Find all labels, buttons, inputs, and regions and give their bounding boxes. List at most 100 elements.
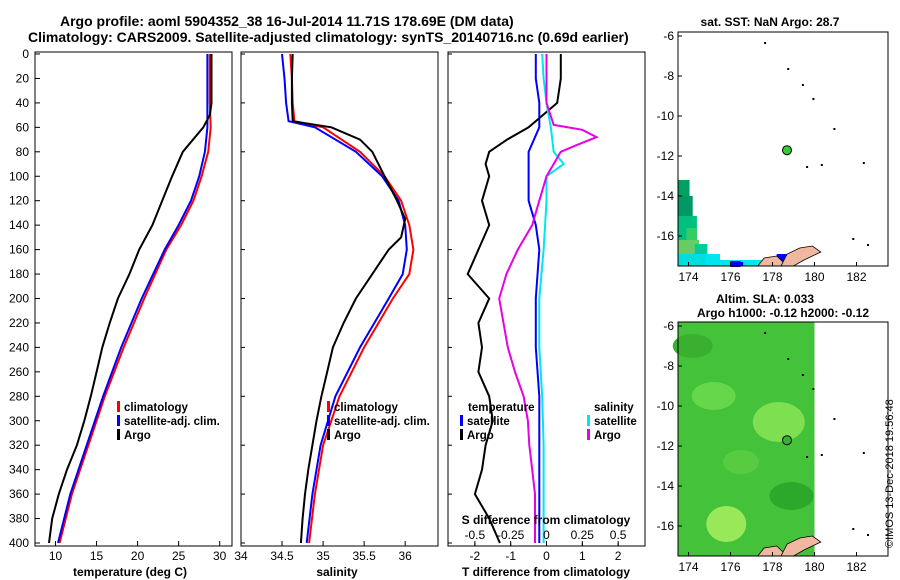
salinity-plot bbox=[281, 53, 415, 544]
salinity-axes bbox=[240, 51, 439, 547]
series-line-argo bbox=[290, 53, 407, 544]
island-dot bbox=[806, 166, 809, 168]
y-tick-label: 40 bbox=[16, 96, 30, 110]
island-dot bbox=[806, 456, 809, 458]
series-line-climatology bbox=[289, 53, 415, 544]
island-dot bbox=[833, 418, 836, 420]
legend-swatch-satellite bbox=[327, 415, 330, 426]
y-tick-label: 320 bbox=[9, 438, 29, 452]
x-tick-label: 1 bbox=[579, 549, 586, 563]
island-dot bbox=[820, 164, 823, 166]
y-tick-label: 180 bbox=[9, 267, 29, 281]
sla-blob bbox=[769, 482, 814, 510]
x-top-tick-label: -0.5 bbox=[465, 528, 486, 542]
legend-title-salinity: salinity bbox=[594, 402, 634, 414]
island-dot bbox=[812, 98, 815, 100]
altimetry-map-subtitle: Argo h1000: -0.12 h2000: -0.12 bbox=[697, 306, 869, 320]
title-line-1: Argo profile: aoml 5904352_38 16-Jul-201… bbox=[60, 13, 514, 29]
y-tick-label: 400 bbox=[9, 536, 29, 550]
sst-map-panel: sat. SST: NaN Argo: 28.7 174 176 178 180 182… bbox=[657, 15, 889, 284]
map-x-tick-label: 176 bbox=[720, 270, 740, 284]
altimetry-map-panel: Altim. SLA: 0.033 Argo h1000: -0.12 h200… bbox=[657, 292, 889, 574]
island-dot bbox=[852, 528, 855, 530]
legend-swatch-argo bbox=[327, 429, 330, 440]
s-difference-xlabel: S difference from climatology bbox=[462, 513, 631, 527]
salinity-x-ticks: 34 34.5 35 35.5 36 bbox=[234, 53, 412, 563]
map-y-tick-label: -10 bbox=[657, 109, 675, 123]
x-tick-label: 0 bbox=[543, 549, 550, 563]
island-dot bbox=[787, 358, 790, 360]
series-line-argo bbox=[48, 54, 213, 544]
series-line-climatology bbox=[58, 54, 212, 544]
y-tick-label: 100 bbox=[9, 169, 29, 183]
map-y-tick-label: -10 bbox=[657, 399, 675, 413]
sla-blob bbox=[752, 402, 805, 442]
difference-panel: -2 -1 0 1 2 -0.5 -0.25 0 0.25 0.5 T difference f… bbox=[447, 51, 646, 579]
legend-swatch-argo bbox=[117, 429, 120, 440]
x-tick-label: 30 bbox=[213, 549, 227, 563]
land-polygon bbox=[780, 535, 822, 557]
sst-cell bbox=[678, 254, 706, 266]
legend-title-temperature: temperature bbox=[468, 402, 534, 414]
y-tick-label: 200 bbox=[9, 292, 29, 306]
t-difference-xlabel: T difference from climatology bbox=[462, 565, 630, 579]
title-line-2: Climatology: CARS2009. Satellite-adjuste… bbox=[28, 29, 629, 45]
x-tick-label: 20 bbox=[131, 549, 145, 563]
island-dot bbox=[862, 162, 865, 164]
altimetry-map-title: Altim. SLA: 0.033 bbox=[716, 292, 814, 306]
sst-cell bbox=[705, 254, 720, 266]
temperature-x-ticks: 10 15 20 25 30 bbox=[49, 541, 227, 563]
island-dot bbox=[862, 452, 865, 454]
island-dot bbox=[801, 84, 804, 86]
y-tick-label: 120 bbox=[9, 194, 29, 208]
series-line-t-satellite bbox=[527, 54, 541, 543]
temperature-xlabel: temperature (deg C) bbox=[73, 565, 187, 579]
island-dot bbox=[801, 374, 804, 376]
y-tick-label: 340 bbox=[9, 463, 29, 477]
x-tick-label: 34.5 bbox=[270, 549, 294, 563]
map-y-tick-label: -6 bbox=[663, 319, 674, 333]
argo-position-marker bbox=[781, 145, 792, 156]
x-tick-label: 2 bbox=[615, 549, 622, 563]
legend-swatch-t-satellite bbox=[460, 415, 463, 426]
island-dot bbox=[820, 454, 823, 456]
sst-cell bbox=[730, 261, 741, 267]
map-y-tick-label: -16 bbox=[657, 229, 675, 243]
salinity-panel: 34 34.5 35 35.5 36 salinity climatology sate… bbox=[234, 51, 439, 579]
island-dot bbox=[833, 128, 836, 130]
argo-position-marker bbox=[781, 435, 792, 446]
map-y-tick-label: -12 bbox=[657, 439, 675, 453]
y-tick-label: 0 bbox=[22, 47, 29, 61]
temperature-legend: climatology satellite-adj. clim. Argo bbox=[117, 401, 220, 442]
legend-swatch-satellite bbox=[117, 415, 120, 426]
x-top-tick-label: -0.25 bbox=[497, 528, 525, 542]
island-dot bbox=[764, 332, 767, 334]
y-tick-label: 60 bbox=[16, 120, 30, 134]
difference-axes bbox=[447, 51, 646, 547]
sla-blob bbox=[723, 450, 759, 474]
legend-label: Argo bbox=[124, 430, 151, 442]
x-tick-label: 25 bbox=[172, 549, 186, 563]
legend-swatch-climatology bbox=[327, 401, 330, 412]
legend-label: satellite bbox=[594, 416, 637, 428]
y-tick-label: 20 bbox=[16, 71, 30, 85]
x-tick-label: -1 bbox=[505, 549, 516, 563]
map-x-tick-label: 174 bbox=[678, 270, 698, 284]
map-y-tick-label: -14 bbox=[657, 479, 675, 493]
temperature-panel: 10 15 20 25 30 0 20 40 60 80 100 120 140 160 180 200 22… bbox=[9, 47, 233, 579]
y-tick-label: 380 bbox=[9, 512, 29, 526]
y-tick-label: 220 bbox=[9, 316, 29, 330]
map-x-tick-label: 178 bbox=[762, 560, 782, 574]
sst-map-content bbox=[678, 42, 869, 267]
island-dot bbox=[867, 534, 869, 536]
island-dot bbox=[867, 244, 869, 246]
difference-plot bbox=[466, 53, 600, 544]
depth-y-ticks: 0 20 40 60 80 100 120 140 160 180 200 220 240 260 280 3… bbox=[9, 47, 40, 550]
x-top-tick-label: 0.25 bbox=[571, 528, 595, 542]
map-x-tick-label: 176 bbox=[720, 560, 740, 574]
altimetry-map-content bbox=[672, 322, 869, 557]
legend-swatch-climatology bbox=[117, 401, 120, 412]
series-line-s-argo bbox=[498, 54, 600, 543]
island-dot bbox=[812, 388, 815, 390]
y-tick-label: 360 bbox=[9, 487, 29, 501]
